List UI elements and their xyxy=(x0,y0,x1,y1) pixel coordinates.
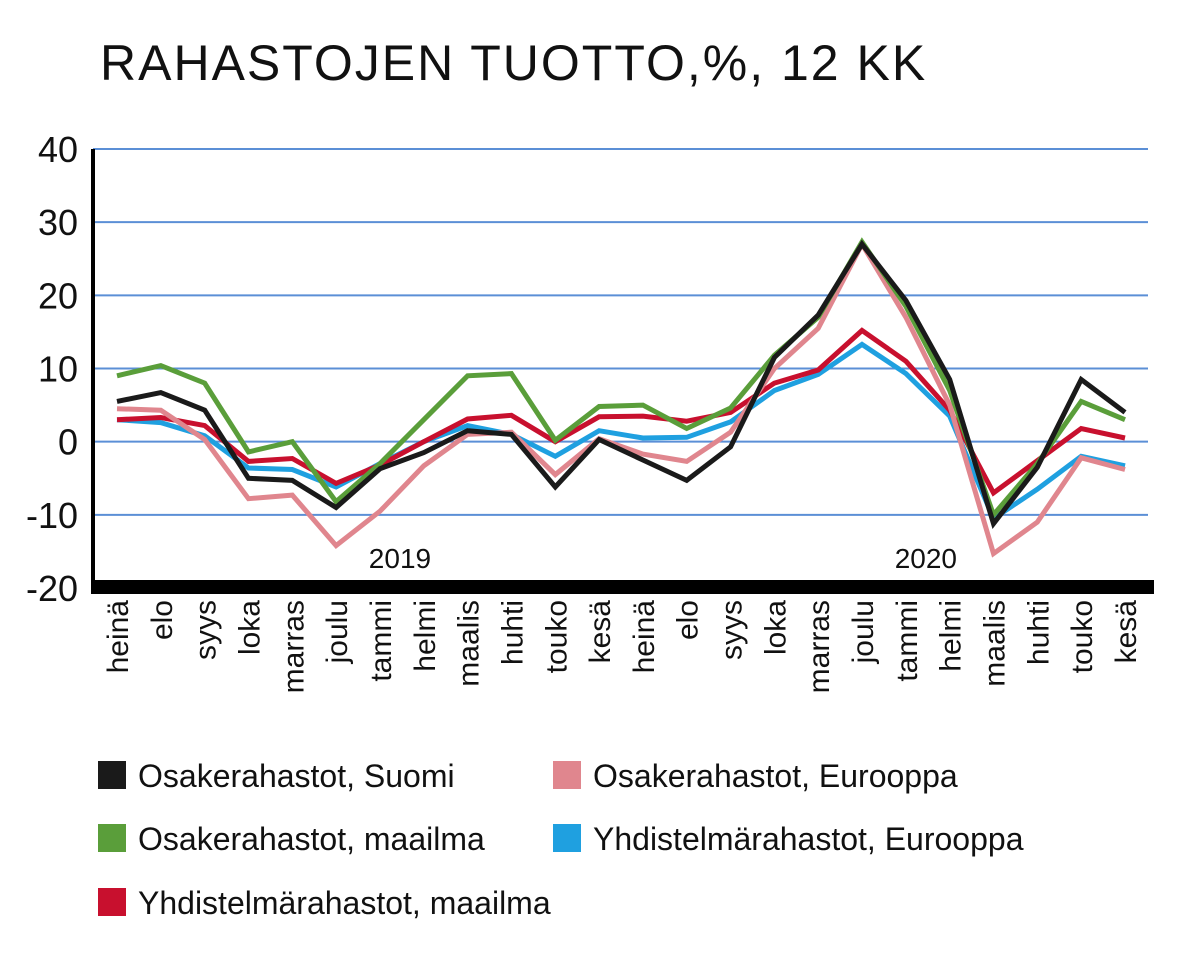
x-tick-label: syys xyxy=(716,600,749,660)
x-tick-label: tammi xyxy=(891,600,924,682)
x-tick-label: huhti xyxy=(496,600,529,665)
x-tick-label: huhti xyxy=(1022,600,1055,665)
x-tick-label: tammi xyxy=(365,600,398,682)
x-tick-label: maalis xyxy=(453,600,486,687)
legend-label: Osakerahastot, maailma xyxy=(138,821,485,857)
x-tick-label: syys xyxy=(190,600,223,660)
y-tick-label: -10 xyxy=(26,495,78,536)
x-tick-label: elo xyxy=(672,600,705,640)
legend-swatch xyxy=(98,761,126,789)
year-label: 2019 xyxy=(369,543,431,574)
x-tick-label: touko xyxy=(540,600,573,673)
y-tick-label: 10 xyxy=(38,349,78,390)
legend-swatch xyxy=(553,824,581,852)
legend-swatch xyxy=(553,761,581,789)
legend-swatch xyxy=(98,888,126,916)
legend-label: Osakerahastot, Eurooppa xyxy=(593,758,958,794)
x-tick-label: kesä xyxy=(584,600,617,664)
x-tick-label: loka xyxy=(233,600,266,655)
x-axis xyxy=(91,580,1154,594)
legend-swatch xyxy=(98,824,126,852)
y-tick-label: 30 xyxy=(38,202,78,243)
x-tick-label: helmi xyxy=(935,600,968,672)
legend-label: Osakerahastot, Suomi xyxy=(138,758,455,794)
x-tick-label: helmi xyxy=(409,600,442,672)
y-tick-label: 0 xyxy=(58,422,78,463)
x-tick-label: heinä xyxy=(628,600,661,674)
x-tick-label: marras xyxy=(803,600,836,693)
legend-label: Yhdistelmärahastot, maailma xyxy=(138,885,551,921)
x-tick-label: heinä xyxy=(102,600,135,674)
series-line xyxy=(117,244,1125,553)
legend-label: Yhdistelmärahastot, Eurooppa xyxy=(593,821,1024,857)
x-tick-label: loka xyxy=(759,600,792,655)
year-label: 2020 xyxy=(895,543,957,574)
x-tick-label: maalis xyxy=(979,600,1012,687)
y-tick-label: 20 xyxy=(38,275,78,316)
x-tick-label: marras xyxy=(277,600,310,693)
x-tick-label: kesä xyxy=(1110,600,1143,664)
y-tick-label: -20 xyxy=(26,568,78,609)
x-tick-label: touko xyxy=(1066,600,1099,673)
y-tick-label: 40 xyxy=(38,129,78,170)
x-tick-label: joulu xyxy=(321,600,354,664)
chart-title: RAHASTOJEN TUOTTO,%, 12 KK xyxy=(100,35,927,91)
x-tick-label: elo xyxy=(146,600,179,640)
x-tick-label: joulu xyxy=(847,600,880,664)
